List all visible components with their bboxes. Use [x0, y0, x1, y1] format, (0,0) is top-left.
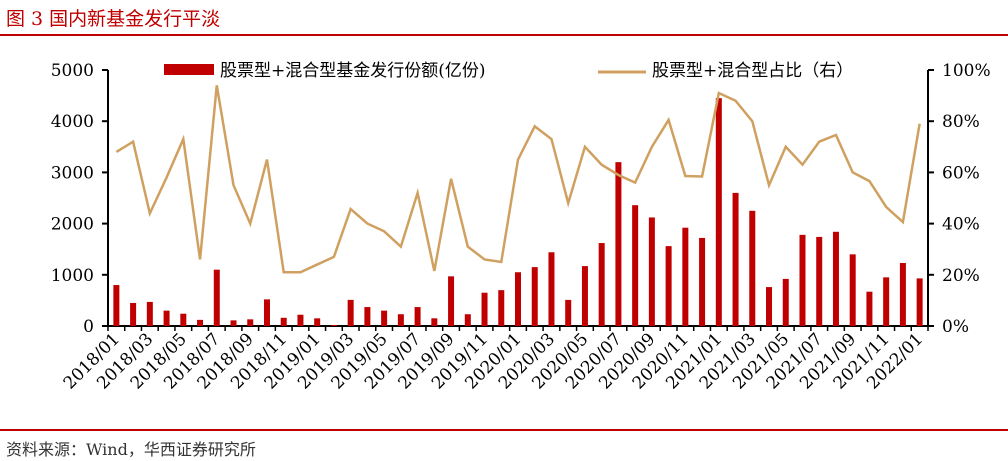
bar: [280, 317, 287, 326]
right-tick-label: 0%: [942, 317, 969, 337]
bar: [297, 314, 304, 326]
bar: [615, 162, 622, 326]
bar: [113, 285, 120, 326]
source-note: 资料来源：Wind，华西证券研究所: [6, 440, 256, 459]
bar: [866, 291, 873, 326]
bar: [481, 292, 488, 326]
bar: [130, 302, 137, 326]
bar: [665, 246, 672, 326]
left-tick-label: 3000: [51, 163, 94, 183]
bar: [682, 227, 689, 326]
bar: [431, 318, 438, 326]
title-divider: [0, 34, 1008, 36]
bar: [782, 278, 789, 326]
bar: [330, 324, 337, 326]
bar: [163, 310, 170, 326]
bar: [598, 243, 605, 326]
right-tick-label: 60%: [942, 163, 980, 183]
bar: [699, 237, 706, 326]
left-tick-label: 1000: [51, 266, 94, 286]
left-tick-label: 5000: [51, 61, 94, 81]
bar: [414, 307, 421, 326]
bar: [464, 314, 471, 326]
bar: [766, 287, 773, 326]
bar: [263, 299, 270, 326]
bar: [632, 205, 639, 326]
legend-bar-label: 股票型+混合型基金发行份额(亿份): [220, 61, 486, 81]
right-tick-label: 80%: [942, 112, 980, 132]
bar: [213, 269, 220, 326]
bar: [548, 252, 555, 326]
bar: [883, 277, 890, 326]
bar: [799, 234, 806, 326]
bar: [899, 263, 906, 326]
bar: [347, 299, 354, 326]
bar: [648, 217, 655, 326]
legend-bar-swatch: [164, 64, 214, 75]
bar: [230, 320, 237, 326]
bar: [816, 236, 823, 326]
bar: [916, 278, 923, 326]
bar: [832, 231, 839, 326]
footer-divider: [0, 429, 1008, 431]
bar: [381, 310, 388, 326]
bar: [515, 272, 521, 326]
ratio-line: [115, 85, 921, 274]
bar: [749, 210, 756, 326]
legend-line-label: 股票型+混合型占比（右）: [652, 61, 853, 81]
bar: [247, 319, 254, 326]
bar: [565, 299, 572, 326]
right-tick-label: 40%: [942, 215, 980, 235]
bar: [531, 267, 538, 326]
bar: [197, 319, 204, 326]
bar: [314, 318, 321, 326]
bar: [448, 276, 455, 326]
right-tick-label: 20%: [942, 266, 980, 286]
bar: [498, 290, 505, 326]
bar: [146, 301, 153, 326]
bar: [732, 192, 739, 326]
bar: [849, 254, 856, 326]
right-tick-label: 100%: [942, 61, 991, 81]
bar: [715, 98, 722, 326]
left-tick-label: 0: [83, 317, 94, 337]
chart-title: 图 3 国内新基金发行平淡: [6, 8, 221, 30]
bar: [364, 307, 371, 326]
bar: [180, 313, 187, 326]
left-tick-label: 2000: [51, 215, 94, 235]
bar: [581, 266, 588, 326]
left-tick-label: 4000: [51, 112, 94, 132]
bar: [397, 314, 404, 326]
